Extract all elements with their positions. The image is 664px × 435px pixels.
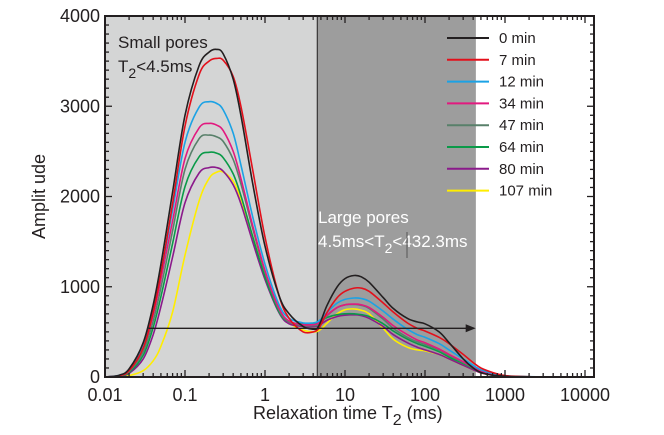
x-axis-title-unit: (ms) xyxy=(402,403,443,423)
y-tick-label: 2000 xyxy=(60,187,100,207)
x-tick-label: 10 xyxy=(335,385,355,405)
region-large-pores xyxy=(317,16,476,377)
small-pores-range-label: T2<4.5ms xyxy=(118,57,192,81)
legend-label: 80 min xyxy=(499,161,544,178)
y-tick-label: 0 xyxy=(90,367,100,387)
legend-label: 47 min xyxy=(499,117,544,134)
large-pores-label: Large pores xyxy=(318,208,409,227)
y-tick-label: 4000 xyxy=(60,6,100,26)
legend-label: 12 min xyxy=(499,74,544,91)
arrow-head xyxy=(465,324,476,333)
legend: 0 min 7 min 12 min 34 min 47 min 64 min 80 min… xyxy=(447,30,552,200)
series-line-0-min xyxy=(104,48,594,378)
series-curves xyxy=(104,48,594,378)
series-line-7-min xyxy=(104,57,594,378)
x-tick-label: 10000 xyxy=(560,385,610,405)
small-pores-range-pre: T xyxy=(118,57,128,76)
x-axis-title-main: Relaxation time T xyxy=(253,403,393,423)
y-tick-label: 1000 xyxy=(60,277,100,297)
legend-label: 34 min xyxy=(499,95,544,112)
legend-label: 0 min xyxy=(499,30,536,47)
large-pores-range-pre: 4.5ms<T xyxy=(318,232,385,251)
series-line-80-min xyxy=(104,166,594,378)
legend-label: 7 min xyxy=(499,52,536,69)
x-tick-label: 100 xyxy=(410,385,440,405)
trend-arrow xyxy=(148,324,476,333)
large-pores-range-label: 4.5ms<T2<432.3ms xyxy=(318,232,468,256)
axis-ticks xyxy=(104,15,594,378)
y-tick-label: 3000 xyxy=(60,96,100,116)
x-tick-label: 1000 xyxy=(485,385,525,405)
x-axis-title-sub: 2 xyxy=(393,412,402,429)
legend-label: 107 min xyxy=(499,183,552,200)
x-tick-label: 0.1 xyxy=(172,385,197,405)
small-pores-label: Small pores xyxy=(118,33,208,52)
small-pores-range-post: <4.5ms xyxy=(136,57,192,76)
tick-labels: 0.01 0.1 1 10 100 1000 10000 0 1000 2000 3000 4000 xyxy=(60,6,610,405)
large-pores-range-post: <432.3ms xyxy=(392,232,467,251)
x-axis-title: Relaxation time T2 (ms) xyxy=(253,403,443,429)
small-pores-range-sub: 2 xyxy=(128,65,136,81)
y-axis-title: Amplit ude xyxy=(29,154,49,239)
large-pores-range-sub: 2 xyxy=(385,240,393,256)
x-tick-label: 1 xyxy=(260,385,270,405)
annotations: Small pores T2<4.5ms Large pores 4.5ms<T… xyxy=(118,33,468,258)
legend-label: 64 min xyxy=(499,139,544,156)
pore-regions xyxy=(105,16,476,377)
x-tick-label: 0.01 xyxy=(87,385,122,405)
